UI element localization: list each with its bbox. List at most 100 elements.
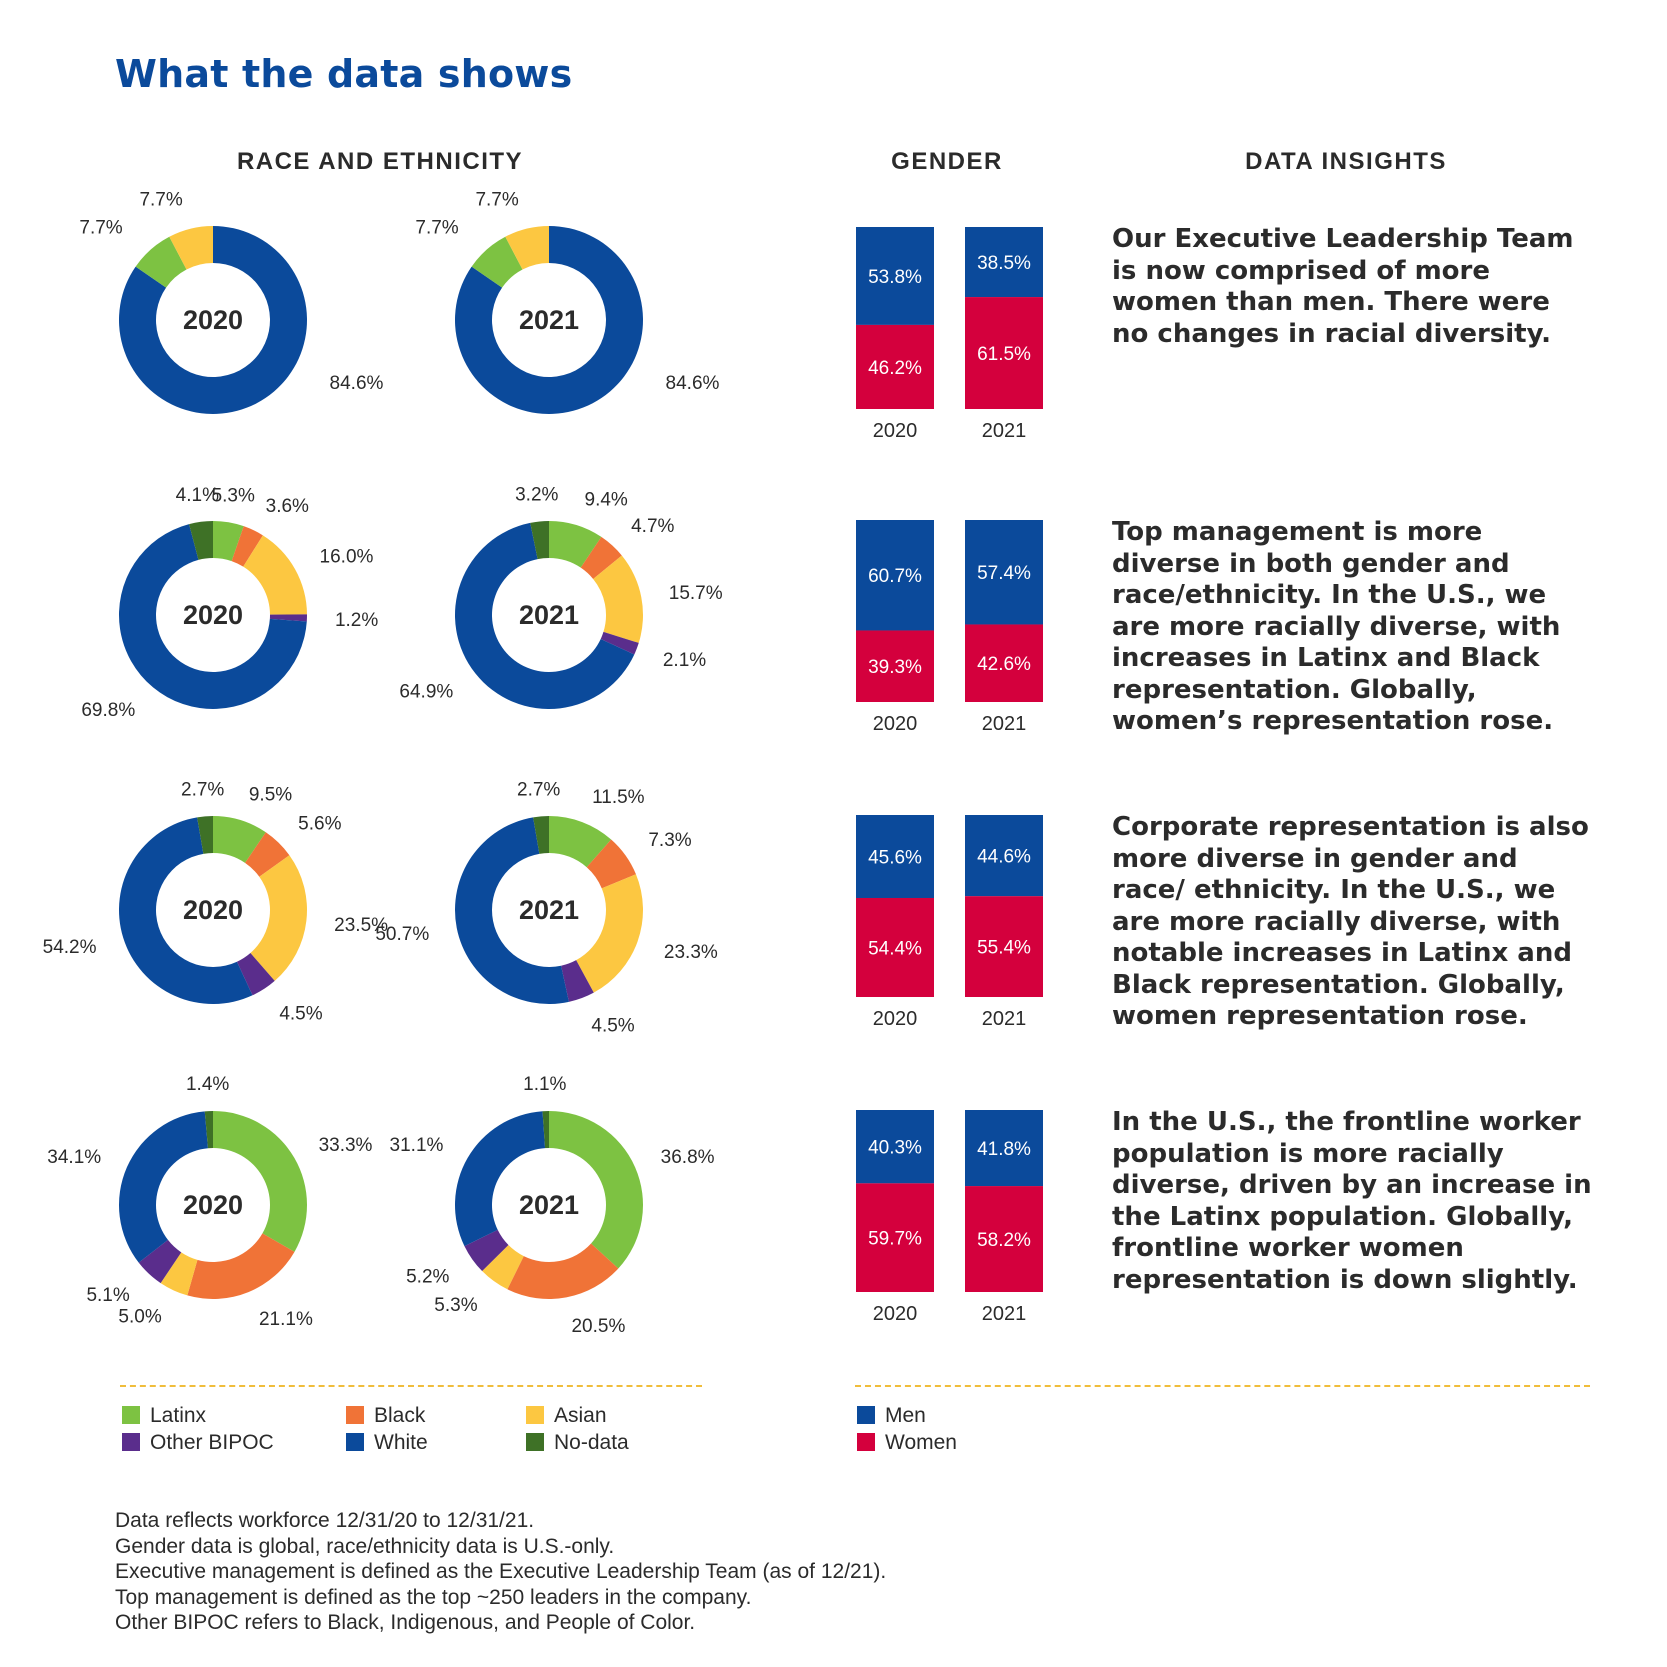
- bar-label-men: 53.8%: [868, 267, 922, 288]
- bar-label-men: 44.6%: [977, 847, 1031, 868]
- donut-label-asian: 7.7%: [139, 190, 182, 211]
- bar-label-men: 41.8%: [977, 1139, 1031, 1160]
- donut-slice-black: [580, 536, 622, 579]
- bar-label-women: 59.7%: [868, 1229, 922, 1250]
- donut-label-white: 50.7%: [375, 924, 429, 945]
- donut-slice-no-data: [197, 816, 213, 854]
- donut-1-2021: 9.4%4.7% 15.7% 2.1% 64.9% 3.2% 2021: [399, 485, 723, 709]
- bar-label-women: 46.2%: [868, 358, 922, 379]
- legend-item-latinx: Latinx: [122, 1404, 206, 1428]
- donut-label-other-bipoc: 5.2%: [406, 1266, 449, 1287]
- donut-slice-asian: [160, 1252, 198, 1296]
- donut-slice-white: [118, 1111, 208, 1263]
- donut-slice-other-bipoc: [464, 1229, 509, 1272]
- bar-label-women: 54.4%: [868, 938, 922, 959]
- donut-slice-white: [119, 226, 307, 414]
- donut-slice-black: [231, 526, 263, 567]
- donut-year-label: 2021: [519, 895, 579, 925]
- donut-label-white: 31.1%: [390, 1135, 444, 1156]
- bar-label-men: 38.5%: [977, 253, 1031, 274]
- donut-slice-no-data: [533, 816, 549, 854]
- donut-label-asian: 15.7%: [669, 583, 723, 604]
- donut-label-no-data: 3.2%: [515, 485, 558, 506]
- bar-segment-men-2021: [965, 520, 1043, 625]
- insight-executive: Our Executive Leadership Team is now com…: [1112, 224, 1574, 349]
- donut-label-white: 54.2%: [43, 937, 97, 958]
- donut-slice-other-bipoc: [561, 960, 594, 1002]
- bar-category-label: 2020: [873, 1008, 918, 1030]
- insight-top-management: Top management is more diverse in both g…: [1112, 517, 1561, 736]
- donut-label-other-bipoc: 5.1%: [86, 1285, 129, 1306]
- donut-0-2021: 7.7% 7.7% 84.6% 2021: [415, 190, 720, 414]
- footnote: Data reflects workforce 12/31/20 to 12/3…: [115, 1509, 535, 1532]
- donut-slice-asian: [482, 1245, 524, 1290]
- donut-slice-other-bipoc: [236, 952, 275, 996]
- donut-label-no-data: 2.7%: [181, 779, 224, 800]
- donut-slice-asian: [505, 226, 549, 270]
- gender-bars-row-3: 40.3% 59.7% 2020 41.8% 58.2% 2021: [856, 1110, 1043, 1325]
- donut-label-black: 5.6%: [298, 814, 341, 835]
- donut-label-other-bipoc: 2.1%: [663, 650, 706, 671]
- bar-label-women: 42.6%: [977, 654, 1031, 675]
- data-insights-heading: DATA INSIGHTS: [1245, 148, 1447, 175]
- donut-slice-white: [118, 817, 253, 1005]
- legend-swatch-other-bipoc: [122, 1433, 140, 1451]
- donut-slice-latinx: [135, 236, 187, 288]
- bar-segment-women-2020: [856, 897, 934, 997]
- donut-label-black: 21.1%: [259, 1309, 313, 1330]
- bar-label-men: 57.4%: [977, 563, 1031, 584]
- donut-label-latinx: 9.5%: [249, 784, 292, 805]
- legend-swatch-asian: [526, 1406, 544, 1424]
- donut-slice-white: [118, 524, 307, 710]
- footnote: Top management is defined as the top ~25…: [115, 1585, 752, 1609]
- bar-segment-women-2021: [965, 624, 1043, 702]
- donut-label-white: 64.9%: [399, 682, 453, 703]
- bar-segment-men-2021: [965, 1110, 1043, 1187]
- donut-slice-asian: [243, 535, 307, 615]
- bar-label-women: 55.4%: [977, 938, 1031, 959]
- donut-slice-other-bipoc: [138, 1239, 182, 1284]
- legend-item-white: White: [346, 1431, 428, 1455]
- donut-slice-latinx: [213, 521, 244, 562]
- legend-item-no-data: No-data: [526, 1431, 629, 1455]
- donut-label-other-bipoc: 4.5%: [591, 1015, 634, 1036]
- bar-category-label: 2021: [982, 420, 1027, 442]
- legend-item-other-bipoc: Other BIPOC: [122, 1431, 274, 1455]
- donut-year-label: 2020: [183, 1190, 243, 1220]
- donut-slice-black: [507, 1243, 619, 1299]
- legend-swatch-men: [857, 1406, 875, 1424]
- bar-label-men: 60.7%: [868, 566, 922, 587]
- donut-label-asian: 23.3%: [664, 942, 718, 963]
- donut-label-other-bipoc: 7.7%: [415, 217, 458, 238]
- donut-year-label: 2021: [519, 305, 579, 335]
- donut-slice-no-data: [189, 521, 213, 560]
- legend-item-women: Women: [857, 1431, 957, 1455]
- donut-2-2020: 9.5% 5.6% 23.5% 4.5% 54.2% 2.7% 2020: [43, 779, 389, 1024]
- race-ethnicity-donut-charts: 7.7% 7.7% 84.6% 2020 7.7% 7.7% 84.6% 2021 5.3% 3.…: [43, 190, 723, 1337]
- donut-label-other-bipoc: 4.5%: [279, 1003, 322, 1024]
- donut-slice-white: [454, 522, 635, 709]
- donut-label-latinx: 33.3%: [319, 1135, 373, 1156]
- bar-segment-men-2020: [856, 815, 934, 898]
- donut-slice-latinx: [549, 816, 612, 868]
- gender-stacked-bar-charts: 53.8% 46.2% 2020 38.5% 61.5% 2021 60.7% 39.3% 20…: [856, 227, 1043, 1325]
- footnote: Executive management is defined as the E…: [115, 1560, 887, 1583]
- bar-label-women: 58.2%: [977, 1230, 1031, 1251]
- donut-slice-no-data: [530, 521, 549, 560]
- donut-year-label: 2020: [183, 305, 243, 335]
- insight-corporate: Corporate representation is also more di…: [1112, 812, 1589, 1031]
- bar-category-label: 2020: [873, 713, 918, 735]
- gender-heading: GENDER: [891, 148, 1003, 175]
- bar-label-women: 61.5%: [977, 344, 1031, 365]
- donut-year-label: 2020: [183, 600, 243, 630]
- legend-swatch-no-data: [526, 1433, 544, 1451]
- legend-swatch-latinx: [122, 1406, 140, 1424]
- donut-slice-black: [187, 1233, 295, 1299]
- donut-slice-asian: [169, 226, 213, 270]
- legend-swatch-women: [857, 1433, 875, 1451]
- donut-label-black: 3.6%: [266, 496, 309, 517]
- donut-label-other-bipoc: 7.7%: [79, 217, 122, 238]
- legend-item-black: Black: [346, 1404, 425, 1428]
- donut-label-no-data: 1.1%: [523, 1074, 566, 1095]
- bar-label-men: 45.6%: [868, 847, 922, 868]
